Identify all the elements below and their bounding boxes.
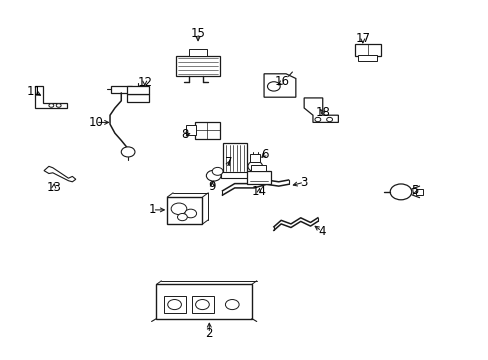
Bar [167, 197, 202, 224]
Text: 9: 9 [208, 180, 216, 193]
Bar [127, 86, 148, 94]
Circle shape [389, 184, 411, 200]
Text: 18: 18 [315, 106, 329, 119]
Text: 12: 12 [137, 76, 152, 89]
Text: 15: 15 [190, 27, 205, 40]
Bar [191, 296, 213, 313]
Circle shape [206, 170, 221, 181]
Text: 5: 5 [410, 184, 418, 197]
Circle shape [171, 203, 186, 215]
Bar [247, 171, 270, 184]
Text: 17: 17 [355, 32, 369, 45]
Circle shape [56, 104, 61, 107]
Text: 13: 13 [46, 181, 61, 194]
Bar [110, 86, 132, 93]
Text: 14: 14 [251, 185, 266, 198]
Text: 8: 8 [181, 128, 188, 141]
Text: 10: 10 [88, 116, 103, 129]
Bar [176, 56, 220, 76]
Polygon shape [35, 86, 67, 108]
Polygon shape [44, 166, 76, 182]
Text: 3: 3 [300, 176, 307, 189]
Circle shape [247, 161, 262, 172]
Polygon shape [304, 98, 338, 122]
Circle shape [167, 300, 181, 310]
Circle shape [195, 300, 209, 310]
Bar [221, 172, 249, 178]
Polygon shape [264, 74, 295, 97]
Bar [127, 94, 148, 102]
Circle shape [267, 82, 280, 91]
Text: 16: 16 [275, 75, 289, 88]
Bar [156, 284, 251, 319]
Text: 2: 2 [205, 327, 213, 340]
Circle shape [49, 104, 54, 107]
Circle shape [177, 213, 187, 221]
Circle shape [184, 209, 196, 218]
Bar [185, 125, 195, 135]
Circle shape [326, 117, 332, 122]
Text: 6: 6 [261, 148, 268, 161]
Bar [194, 122, 220, 139]
Bar [189, 49, 206, 56]
Text: 7: 7 [224, 156, 232, 169]
Text: 11: 11 [27, 85, 41, 98]
Bar [223, 143, 247, 173]
Bar [415, 189, 423, 195]
Circle shape [212, 167, 223, 175]
Bar [251, 165, 265, 171]
Text: 4: 4 [317, 225, 325, 238]
Text: 1: 1 [148, 203, 156, 216]
Bar [163, 296, 185, 313]
Circle shape [121, 147, 135, 157]
Circle shape [314, 117, 320, 122]
Circle shape [225, 300, 239, 310]
Bar [358, 55, 376, 61]
Bar [354, 44, 381, 56]
Bar [250, 154, 260, 162]
